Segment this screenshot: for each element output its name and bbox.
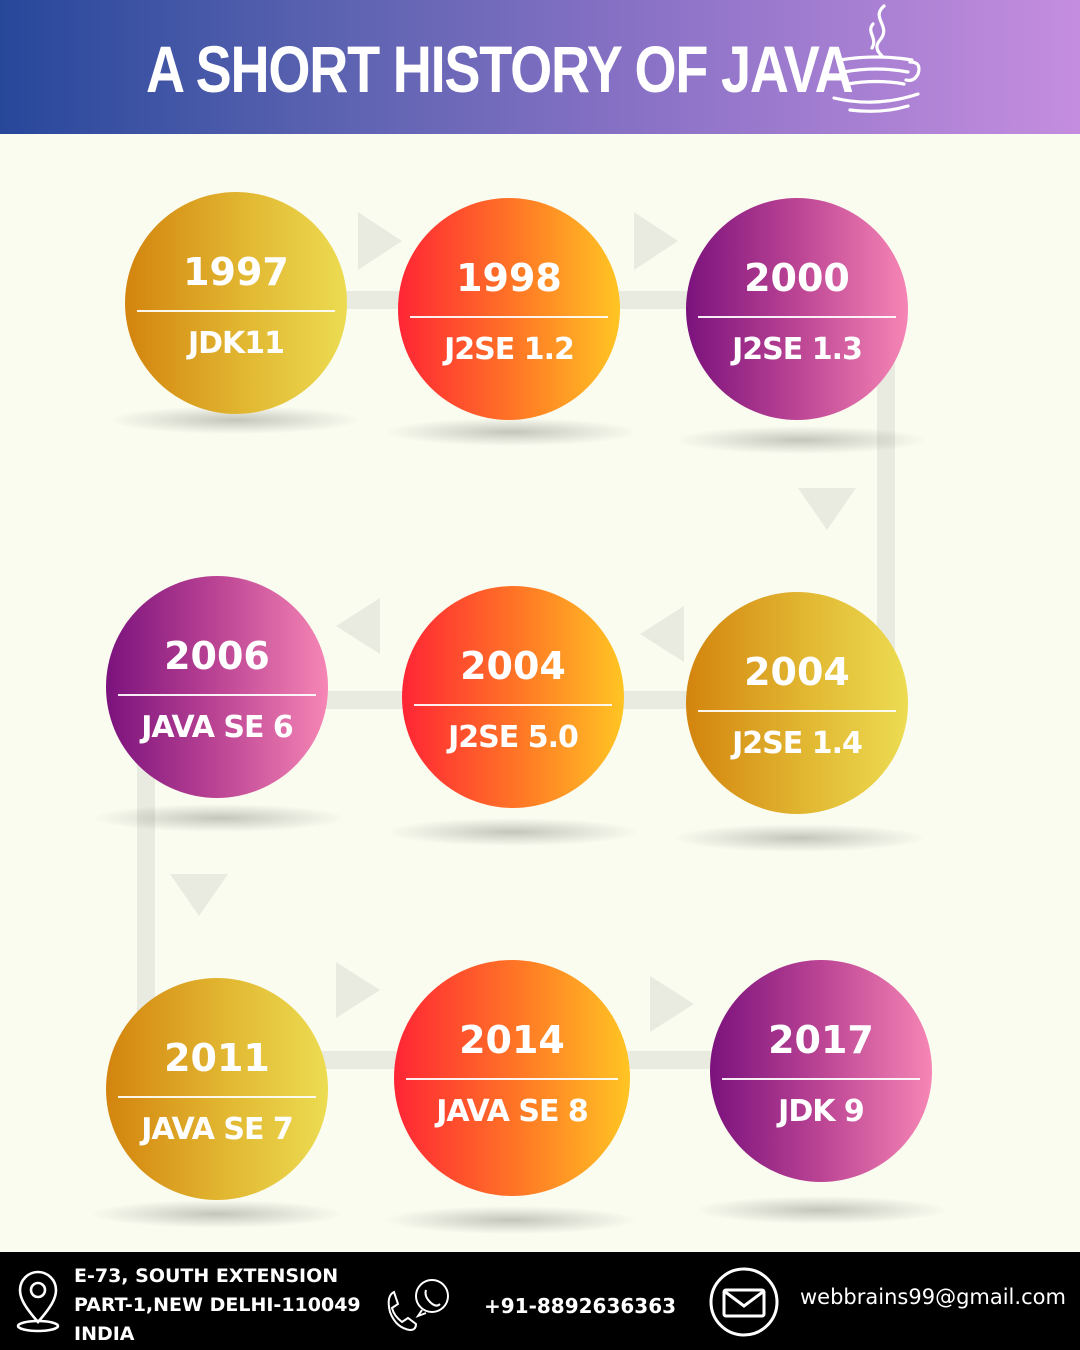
node-year: 2006 (164, 634, 270, 678)
timeline-node-1997: 1997 JDK11 (125, 192, 347, 414)
timeline-node-2017: 2017 JDK 9 (710, 960, 932, 1182)
arrow-right-1 (358, 212, 402, 270)
node-year: 2000 (744, 256, 850, 300)
node-version: JAVA SE 8 (436, 1094, 589, 1129)
timeline-node-2006: 2006 JAVA SE 6 (106, 576, 328, 798)
node-divider (406, 1078, 618, 1080)
node-shadow (674, 824, 924, 852)
node-divider (137, 310, 335, 312)
address-block: E-73, SOUTH EXTENSION PART-1,NEW DELHI-1… (74, 1262, 374, 1349)
node-shadow (92, 1200, 342, 1228)
timeline-node-1998: 1998 J2SE 1.2 (398, 198, 620, 420)
node-divider (414, 704, 612, 706)
arrow-left-1 (336, 598, 380, 654)
page-title: A SHORT HISTORY OF JAVA (146, 32, 854, 106)
header-banner: A SHORT HISTORY OF JAVA (0, 0, 1080, 134)
arrow-down-1 (798, 488, 856, 530)
node-divider (118, 1096, 316, 1098)
phone-number[interactable]: +91-8892636363 (484, 1294, 677, 1318)
node-version: JDK 9 (778, 1094, 865, 1129)
timeline-node-2004-j2se-5-0: 2004 J2SE 5.0 (402, 586, 624, 808)
node-year: 2017 (768, 1018, 874, 1062)
node-shadow (696, 1196, 946, 1224)
node-year: 2014 (459, 1018, 565, 1062)
address-line-3: INDIA (74, 1323, 135, 1345)
node-shadow (386, 1206, 636, 1234)
arrow-right-3 (336, 962, 380, 1018)
node-shadow (386, 418, 636, 446)
node-divider (410, 316, 608, 318)
mail-icon (709, 1267, 779, 1337)
node-version: JAVA SE 6 (141, 710, 294, 745)
email-address[interactable]: webbrains99@gmail.com (800, 1285, 1066, 1309)
node-shadow (388, 818, 638, 846)
node-divider (698, 316, 896, 318)
location-pin-icon (16, 1270, 60, 1333)
node-version: J2SE 5.0 (448, 720, 579, 755)
node-year: 2011 (164, 1036, 270, 1080)
node-version: JDK11 (187, 326, 285, 361)
arrow-left-2 (640, 606, 684, 662)
node-divider (722, 1078, 920, 1080)
node-year: 1998 (456, 256, 562, 300)
contact-footer: E-73, SOUTH EXTENSION PART-1,NEW DELHI-1… (0, 1252, 1080, 1350)
java-coffee-cup-icon (832, 4, 921, 113)
node-year: 1997 (183, 250, 289, 294)
phone-chat-icon (387, 1279, 449, 1332)
node-year: 2004 (744, 650, 850, 694)
address-line-2: PART-1,NEW DELHI-110049 (74, 1294, 361, 1316)
timeline-node-2011: 2011 JAVA SE 7 (106, 978, 328, 1200)
node-version: J2SE 1.2 (444, 332, 575, 367)
node-shadow (676, 426, 926, 454)
node-version: J2SE 1.3 (732, 332, 863, 367)
node-version: J2SE 1.4 (732, 726, 863, 761)
address-line-1: E-73, SOUTH EXTENSION (74, 1265, 339, 1287)
node-shadow (94, 804, 344, 832)
arrow-right-2 (634, 212, 678, 270)
node-divider (698, 710, 896, 712)
timeline-node-2000: 2000 J2SE 1.3 (686, 198, 908, 420)
timeline-node-2004-j2se-1-4: 2004 J2SE 1.4 (686, 592, 908, 814)
node-year: 2004 (460, 644, 566, 688)
node-version: JAVA SE 7 (141, 1112, 294, 1147)
arrow-right-4 (650, 976, 694, 1032)
timeline-node-2014: 2014 JAVA SE 8 (394, 960, 630, 1196)
node-divider (118, 694, 316, 696)
arrow-down-2 (170, 874, 228, 916)
